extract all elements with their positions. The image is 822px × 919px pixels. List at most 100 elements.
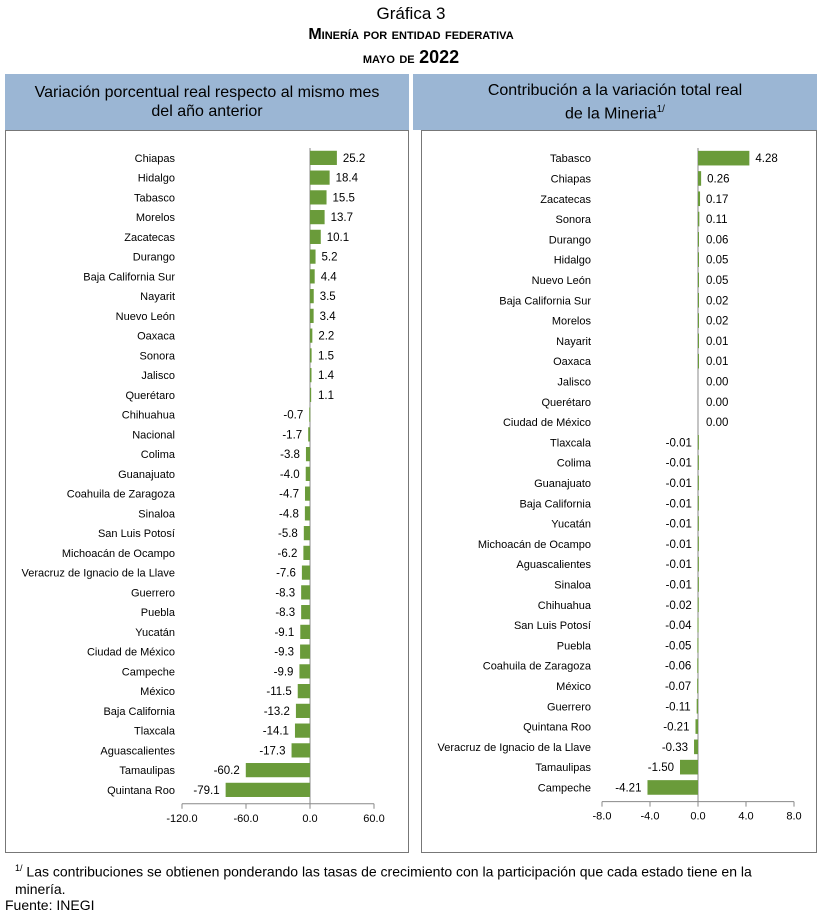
right-bar	[697, 658, 699, 673]
right-category-label: Nayarit	[556, 336, 591, 348]
left-bar	[310, 289, 314, 304]
right-category-label: Colima	[557, 458, 592, 470]
left-data-label: -9.1	[274, 627, 294, 639]
right-x-tick-label: -4.0	[641, 811, 660, 823]
right-data-label: 4.28	[755, 153, 777, 165]
right-category-label: México	[556, 681, 591, 693]
left-data-label: -5.8	[278, 528, 298, 540]
left-chart-title-line1: Variación porcentual real respecto al mi…	[34, 84, 380, 101]
chart-number: Gráfica 3	[376, 4, 446, 23]
left-bar	[300, 624, 310, 639]
right-data-label: 0.00	[706, 376, 728, 388]
left-category-label: Campeche	[122, 666, 175, 678]
left-bar	[309, 407, 311, 422]
left-category-label: Chihuahua	[122, 410, 176, 422]
left-category-label: Nacional	[132, 429, 175, 441]
right-data-label: -0.01	[666, 559, 692, 571]
left-chart-title-line2: del año anterior	[151, 103, 263, 120]
right-data-label: -0.01	[666, 539, 692, 551]
right-bar	[697, 435, 699, 450]
right-bar	[695, 719, 698, 734]
left-data-label: 1.1	[318, 390, 334, 402]
right-category-label: Baja California Sur	[499, 295, 591, 307]
right-data-label: 0.01	[706, 336, 728, 348]
left-data-label: -4.7	[279, 489, 299, 501]
right-category-label: Tamaulipas	[535, 762, 591, 774]
left-data-label: -8.3	[275, 607, 295, 619]
left-category-label: Guerrero	[131, 587, 175, 599]
left-category-label: México	[140, 686, 175, 698]
left-data-label: -0.7	[283, 410, 303, 422]
left-data-label: 1.5	[318, 350, 334, 362]
right-bar	[697, 516, 699, 531]
right-chart-title-line1: Contribución a la variación total real	[487, 81, 743, 99]
right-category-label: Tabasco	[550, 153, 591, 165]
left-bar	[295, 703, 310, 718]
left-category-label: Nuevo León	[116, 311, 175, 323]
left-data-label: -79.1	[193, 785, 219, 797]
left-category-label: Puebla	[141, 607, 176, 619]
right-bar	[698, 313, 699, 328]
right-data-label: -1.50	[648, 762, 674, 774]
left-category-label: Tabasco	[134, 192, 175, 204]
right-category-label: Nuevo León	[532, 275, 591, 287]
right-category-label: Morelos	[552, 316, 592, 328]
right-bar	[698, 150, 750, 166]
left-category-label: Sinaloa	[138, 508, 176, 520]
right-category-label: Chiapas	[551, 173, 592, 185]
left-bar	[301, 605, 310, 620]
left-bar	[297, 684, 310, 699]
right-category-label: Coahuila de Zaragoza	[483, 661, 592, 673]
left-data-label: -4.0	[280, 469, 300, 481]
source-note: Fuente: INEGI	[5, 897, 95, 913]
left-bar	[310, 150, 337, 165]
right-category-label: Sonora	[556, 214, 592, 226]
right-category-label: Veracruz de Ignacio de la Llave	[438, 742, 592, 754]
right-data-label: 0.02	[706, 316, 728, 328]
left-data-label: -4.8	[279, 508, 299, 520]
right-category-label: Guerrero	[547, 701, 591, 713]
right-data-label: 0.01	[706, 356, 728, 368]
subtitle-year: 2022	[419, 47, 460, 67]
right-data-label: -0.01	[666, 579, 692, 591]
right-category-label: Zacatecas	[540, 194, 591, 206]
right-category-label: Quintana Roo	[523, 722, 591, 734]
left-category-label: Tamaulipas	[119, 765, 175, 777]
left-bar	[310, 328, 313, 343]
right-x-tick-label: 0.0	[690, 811, 705, 823]
right-data-label: -0.05	[665, 640, 691, 652]
left-data-label: -7.6	[276, 568, 296, 580]
right-data-label: -0.01	[666, 437, 692, 449]
right-bar	[697, 617, 699, 633]
right-data-label: 0.26	[707, 173, 729, 185]
right-data-label: -0.21	[663, 722, 689, 734]
left-bar	[310, 348, 312, 363]
right-category-label: Michoacán de Ocampo	[478, 539, 591, 551]
left-data-label: -13.2	[264, 706, 290, 718]
right-data-label: 0.05	[706, 255, 728, 267]
right-data-label: 0.00	[706, 397, 728, 409]
left-bar	[310, 170, 330, 185]
right-x-tick-label: 8.0	[786, 811, 801, 823]
right-bar	[697, 455, 699, 470]
left-category-label: Querétaro	[125, 390, 175, 402]
left-bar	[310, 308, 314, 323]
left-bar	[310, 269, 315, 284]
left-category-label: Veracruz de Ignacio de la Llave	[22, 568, 176, 580]
left-bar	[291, 743, 310, 758]
right-bar	[697, 475, 699, 491]
right-bar	[698, 292, 699, 308]
right-bar	[697, 597, 699, 613]
left-data-label: 2.2	[318, 331, 334, 343]
right-bar	[694, 739, 698, 755]
right-bar	[698, 171, 702, 186]
left-category-label: Michoacán de Ocampo	[62, 548, 175, 560]
right-data-label: -0.06	[665, 661, 691, 673]
left-data-label: -9.3	[274, 647, 294, 659]
left-data-label: 3.5	[320, 291, 336, 303]
left-x-tick-label: 60.0	[363, 813, 384, 825]
right-category-label: Baja California	[519, 498, 591, 510]
left-category-label: Hidalgo	[138, 173, 175, 185]
left-category-label: Nayarit	[140, 291, 175, 303]
